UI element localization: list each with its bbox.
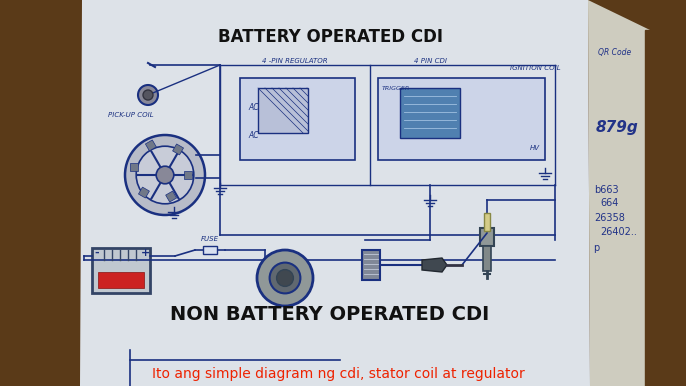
Bar — [98, 272, 144, 288]
Bar — [166, 191, 176, 202]
Circle shape — [276, 269, 294, 286]
Bar — [203, 246, 217, 254]
Text: b663: b663 — [594, 185, 619, 195]
Circle shape — [138, 85, 158, 105]
Bar — [92, 248, 150, 293]
Circle shape — [143, 90, 153, 100]
Bar — [185, 171, 192, 179]
Circle shape — [156, 166, 174, 184]
Bar — [145, 140, 156, 151]
Text: QR Code: QR Code — [598, 48, 631, 57]
Polygon shape — [80, 0, 590, 386]
Text: Ito ang simple diagram ng cdi, stator coil at regulator: Ito ang simple diagram ng cdi, stator co… — [152, 367, 524, 381]
Text: 26358: 26358 — [594, 213, 625, 223]
Bar — [173, 144, 184, 155]
Text: p: p — [593, 243, 600, 253]
Circle shape — [125, 135, 205, 215]
Text: NON BATTERY OPERATED CDI: NON BATTERY OPERATED CDI — [170, 305, 490, 324]
Text: TRIGGER: TRIGGER — [382, 86, 410, 91]
Text: 4 -PIN REGULATOR: 4 -PIN REGULATOR — [262, 58, 328, 64]
Circle shape — [137, 146, 194, 204]
Bar — [480, 228, 494, 246]
Text: HV: HV — [530, 145, 540, 151]
Text: 879g: 879g — [596, 120, 639, 135]
Circle shape — [270, 262, 300, 293]
Text: +: + — [141, 248, 150, 258]
Bar — [258, 88, 308, 133]
Bar — [378, 78, 545, 160]
Bar — [362, 250, 380, 280]
Bar — [483, 246, 491, 271]
Text: 664: 664 — [600, 198, 618, 208]
Circle shape — [257, 250, 313, 306]
Text: AC: AC — [248, 130, 259, 139]
Polygon shape — [422, 258, 447, 272]
Bar — [645, 30, 686, 386]
Text: BATTERY OPERATED CDI: BATTERY OPERATED CDI — [217, 28, 442, 46]
Bar — [484, 213, 490, 231]
Text: -: - — [95, 248, 99, 258]
Text: PICK-UP COIL: PICK-UP COIL — [108, 112, 154, 118]
Text: 4 PIN CDI: 4 PIN CDI — [414, 58, 447, 64]
Text: FUSE: FUSE — [201, 236, 219, 242]
Polygon shape — [588, 0, 650, 386]
Text: AC: AC — [248, 103, 259, 112]
Text: 26402..: 26402.. — [600, 227, 637, 237]
Text: IGNITION COIL: IGNITION COIL — [510, 65, 560, 71]
Bar — [139, 187, 150, 198]
Bar — [130, 163, 138, 171]
Bar — [400, 88, 460, 138]
Bar — [240, 78, 355, 160]
